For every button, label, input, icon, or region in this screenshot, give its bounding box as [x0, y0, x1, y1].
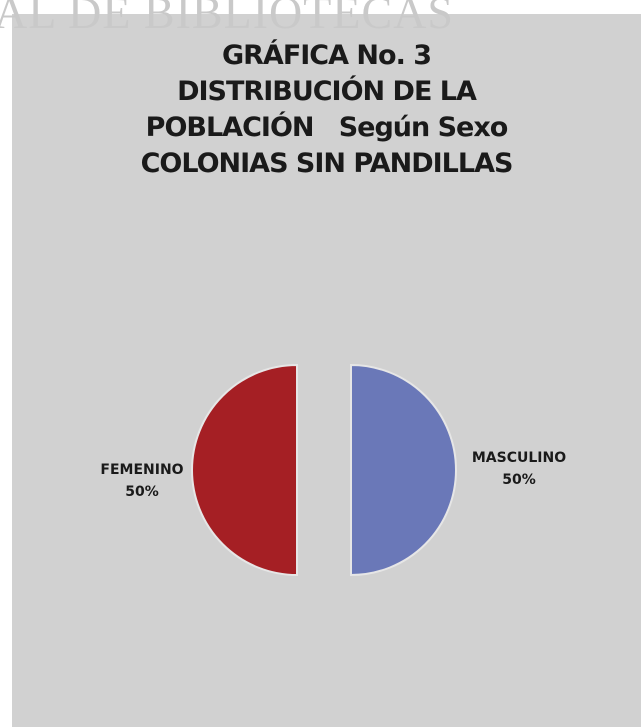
slice-value-masculino: 50% [502, 472, 536, 488]
chart-title-line-4: COLONIAS SIN PANDILLAS [140, 148, 514, 179]
chart-title-line-1: GRÁFICA No. 3 [221, 40, 432, 71]
chart-title: GRÁFICA No. 3 DISTRIBUCIÓN DE LA POBLACI… [12, 38, 641, 182]
pie-slice-masculino [350, 363, 457, 577]
pie-chart: FEMENINO 50% MASCULINO 50% [100, 363, 566, 577]
pie-slice-femenino [191, 363, 298, 577]
chart-title-line-2: DISTRIBUCIÓN DE LA [177, 76, 477, 107]
chart-title-line-3: POBLACIÓN Según Sexo [145, 112, 509, 143]
slice-value-femenino: 50% [125, 484, 159, 500]
slice-label-masculino: MASCULINO [472, 450, 566, 466]
slice-label-femenino: FEMENINO [100, 462, 183, 478]
watermark-text: AL DE BIBLIOTECAS [0, 0, 454, 38]
chart-area: GRÁFICA No. 3 DISTRIBUCIÓN DE LA POBLACI… [12, 14, 641, 727]
